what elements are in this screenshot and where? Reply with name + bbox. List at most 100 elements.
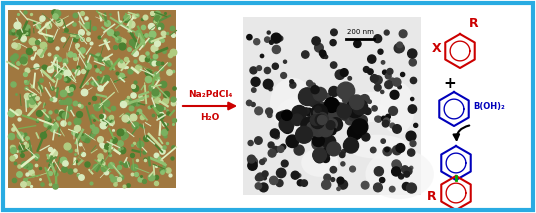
Circle shape: [340, 69, 348, 76]
Circle shape: [312, 148, 326, 162]
Circle shape: [317, 138, 321, 141]
Circle shape: [329, 127, 336, 135]
Circle shape: [310, 115, 321, 125]
Circle shape: [314, 152, 325, 163]
Circle shape: [274, 134, 279, 139]
Circle shape: [277, 168, 286, 178]
Circle shape: [349, 166, 355, 172]
Circle shape: [306, 108, 313, 116]
Circle shape: [329, 86, 339, 96]
Circle shape: [257, 66, 262, 71]
Circle shape: [290, 82, 296, 88]
Circle shape: [390, 90, 399, 99]
Circle shape: [331, 29, 337, 36]
Circle shape: [311, 86, 319, 94]
Circle shape: [323, 115, 333, 125]
Circle shape: [341, 114, 347, 120]
Text: B(OH)₂: B(OH)₂: [473, 102, 505, 111]
Circle shape: [268, 142, 274, 148]
Circle shape: [329, 112, 336, 119]
Circle shape: [269, 88, 272, 91]
Circle shape: [397, 42, 403, 48]
Circle shape: [311, 108, 326, 123]
Circle shape: [321, 149, 330, 158]
Circle shape: [353, 99, 368, 115]
Circle shape: [267, 113, 272, 117]
Circle shape: [279, 117, 294, 132]
Circle shape: [398, 85, 401, 89]
Circle shape: [346, 100, 364, 118]
Ellipse shape: [346, 135, 408, 158]
Circle shape: [270, 40, 273, 44]
Circle shape: [354, 40, 361, 47]
Circle shape: [392, 160, 400, 169]
Circle shape: [375, 116, 381, 122]
Circle shape: [411, 97, 414, 101]
Circle shape: [303, 108, 309, 114]
Circle shape: [349, 111, 359, 121]
Circle shape: [322, 123, 330, 131]
Circle shape: [315, 114, 324, 124]
Circle shape: [311, 83, 315, 87]
Circle shape: [278, 36, 283, 41]
Circle shape: [318, 114, 329, 125]
Circle shape: [385, 81, 392, 89]
Circle shape: [322, 155, 330, 163]
Circle shape: [254, 39, 260, 45]
Circle shape: [333, 111, 340, 118]
Circle shape: [284, 60, 287, 63]
Circle shape: [248, 141, 253, 145]
Circle shape: [406, 183, 416, 193]
Circle shape: [361, 181, 369, 189]
Circle shape: [374, 167, 383, 176]
Circle shape: [299, 88, 316, 105]
Circle shape: [248, 155, 255, 163]
Circle shape: [393, 125, 401, 133]
Circle shape: [291, 171, 299, 179]
Circle shape: [263, 79, 273, 89]
Circle shape: [399, 30, 407, 38]
Circle shape: [406, 131, 416, 141]
Circle shape: [329, 118, 343, 131]
Circle shape: [396, 44, 404, 52]
Circle shape: [312, 134, 324, 147]
Circle shape: [338, 180, 347, 189]
Circle shape: [297, 180, 303, 186]
Circle shape: [309, 88, 312, 92]
Circle shape: [312, 37, 320, 45]
Circle shape: [389, 106, 398, 115]
Circle shape: [368, 69, 373, 75]
Circle shape: [374, 76, 382, 84]
Circle shape: [251, 77, 260, 86]
Circle shape: [352, 119, 368, 135]
Circle shape: [250, 67, 257, 74]
Circle shape: [326, 108, 341, 123]
Circle shape: [337, 102, 341, 107]
Circle shape: [292, 114, 303, 125]
Ellipse shape: [270, 78, 315, 130]
Circle shape: [330, 167, 337, 173]
Text: Na₂PdCl₄: Na₂PdCl₄: [188, 90, 232, 99]
Circle shape: [346, 137, 354, 145]
Circle shape: [301, 117, 318, 134]
Circle shape: [292, 105, 307, 120]
Circle shape: [309, 96, 314, 101]
Circle shape: [282, 122, 293, 133]
Circle shape: [368, 55, 376, 63]
Circle shape: [344, 138, 359, 153]
Ellipse shape: [320, 102, 391, 123]
Ellipse shape: [352, 92, 397, 114]
Circle shape: [311, 104, 327, 120]
Circle shape: [386, 114, 390, 119]
Circle shape: [273, 146, 279, 153]
Circle shape: [332, 99, 335, 103]
Circle shape: [320, 148, 330, 158]
Circle shape: [396, 144, 405, 152]
Circle shape: [318, 150, 326, 157]
Circle shape: [337, 82, 355, 100]
Circle shape: [381, 61, 385, 64]
Circle shape: [326, 121, 335, 130]
Ellipse shape: [277, 94, 353, 130]
Circle shape: [331, 122, 339, 131]
Circle shape: [281, 73, 287, 78]
